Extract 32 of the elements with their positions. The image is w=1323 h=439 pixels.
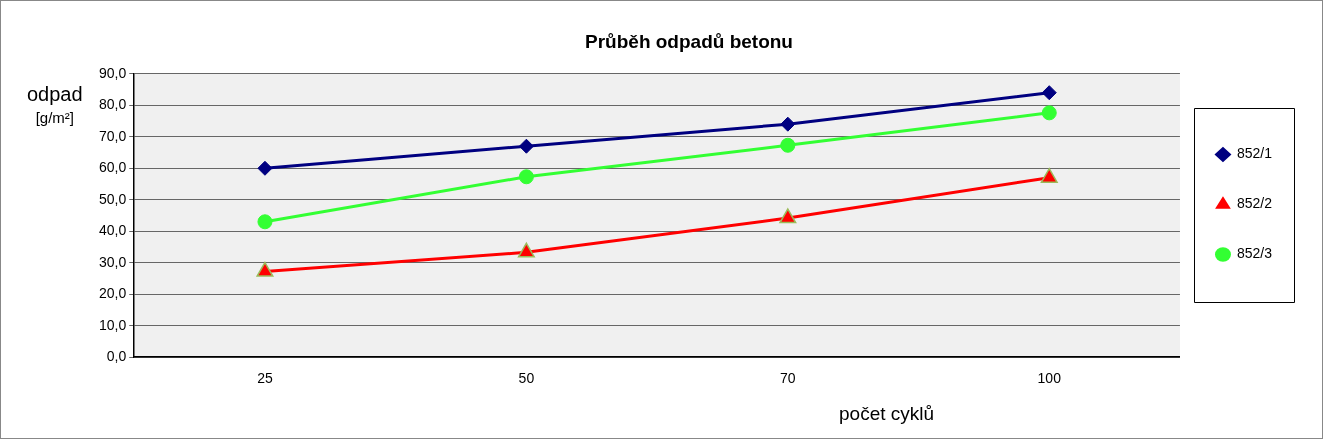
point	[518, 169, 534, 185]
point	[257, 214, 273, 230]
legend-label: 852/2	[1236, 195, 1273, 212]
x-tick-label: 70	[780, 370, 796, 387]
y-tick-label: 90,0	[99, 64, 127, 81]
x-axis-title: počet cyklů	[839, 403, 935, 425]
y-tick-label: 80,0	[99, 96, 127, 113]
y-tick-label: 70,0	[99, 127, 127, 144]
x-tick-label: 100	[1037, 370, 1062, 387]
point	[1041, 85, 1057, 101]
point	[257, 160, 273, 176]
point	[517, 242, 535, 258]
y-tick-label: 0,0	[106, 348, 127, 365]
y-tick-label: 40,0	[99, 222, 127, 239]
point	[256, 261, 274, 277]
y-tick-label: 20,0	[99, 285, 127, 302]
point	[518, 138, 534, 154]
legend-label: 852/3	[1236, 245, 1273, 262]
point	[780, 137, 796, 153]
point	[780, 116, 796, 132]
x-tick-label: 25	[257, 370, 273, 387]
y-tick-label: 10,0	[99, 316, 127, 333]
x-tick-label: 50	[518, 370, 535, 387]
legend-label: 852/1	[1236, 145, 1273, 162]
chart-title: Průběh odpadů betonu	[585, 30, 793, 52]
y-axis-title: odpad [g/m²]	[27, 83, 83, 127]
point	[1040, 167, 1058, 183]
y-tick-label: 60,0	[99, 159, 127, 176]
point	[1041, 105, 1057, 121]
y-tick-label: 50,0	[99, 190, 127, 207]
y-tick-label: 30,0	[99, 253, 127, 270]
point	[779, 208, 797, 224]
